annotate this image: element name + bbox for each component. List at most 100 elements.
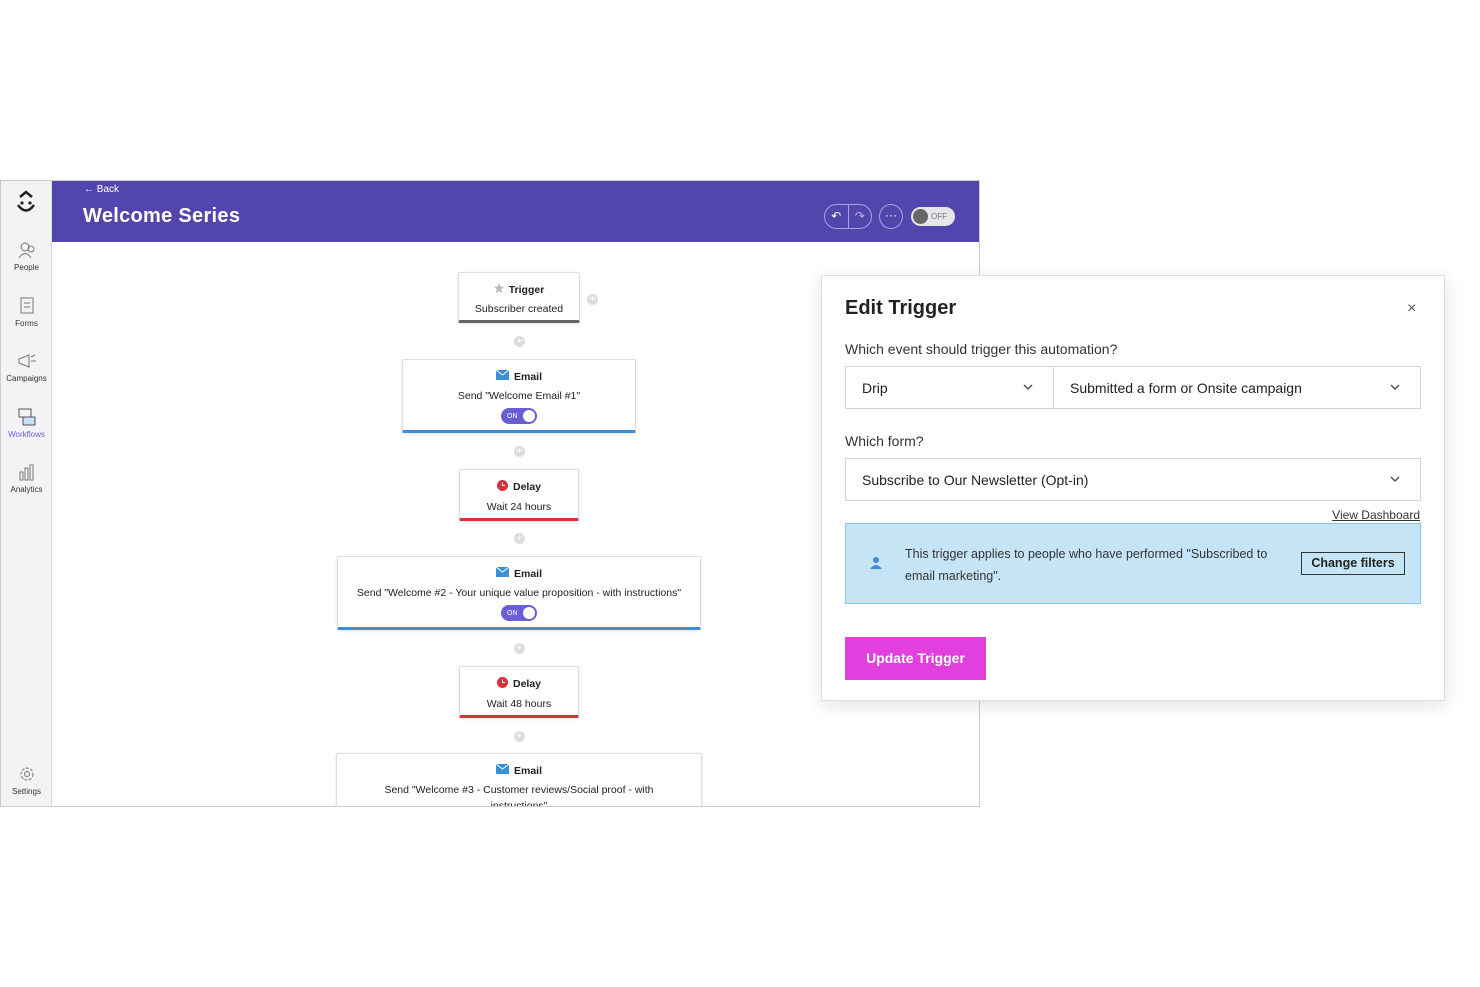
icon [18,242,34,259]
change-filters-button[interactable]: Change filters [1301,552,1405,575]
info-line: email marketing". [905,569,1002,583]
add-step-button[interactable]: + [514,533,525,544]
node-toggle[interactable]: ON [501,605,537,621]
icon [496,677,508,688]
icon [495,763,510,774]
nav-label: Forms [15,319,38,328]
close-button[interactable]: × [1407,300,1417,317]
workflow-node[interactable]: Email Send "Welcome #2 - Your unique valu… [337,556,701,630]
add-step-button[interactable]: + [514,336,525,347]
node-icon [495,369,510,383]
form-select[interactable]: Subscribe to Our Newsletter (Opt-in) [845,458,1421,501]
node-text: Wait 24 hours [486,501,552,513]
node-icon [496,480,508,494]
node-type: Delay [512,481,542,493]
nav-label: Campaigns [6,374,47,383]
toggle-knob [913,209,928,224]
node-type: Email [513,567,542,580]
field-label: Which event should trigger this automati… [845,341,1118,357]
chevron [1390,384,1400,390]
back-text: Back [96,184,120,195]
add-step-button[interactable]: + [587,294,598,305]
node-type: Trigger [508,283,545,296]
select-value: Drip [862,379,888,396]
more-button[interactable]: ··· [879,204,903,229]
icon [18,408,35,426]
logo [16,190,36,212]
node-text: Subscriber created [474,303,564,315]
node-text: Send "Welcome Email #1" [457,390,581,402]
add-step-button[interactable]: + [514,643,525,654]
icon [493,283,504,293]
person-icon [870,557,882,569]
event-select[interactable]: Submitted a form or Onsite campaign [1053,366,1421,409]
toggle-label: OFF [931,212,947,221]
workflow-node[interactable]: Delay Wait 24 hours [459,469,579,521]
node-icon [495,566,510,580]
icon [20,297,33,314]
node-header: Email [337,763,701,777]
nav-label: Analytics [10,485,43,494]
select-value: Subscribe to Our Newsletter (Opt-in) [862,471,1089,488]
workflow-node[interactable]: Trigger Subscriber created [458,272,580,323]
nav-campaigns[interactable]: Campaigns [1,352,52,383]
icon [19,464,33,481]
node-header: Email [403,369,635,383]
node-icon [496,677,508,691]
workflow-canvas: Trigger Subscriber created Email Send "Welc… [52,242,979,807]
edit-trigger-modal: Edit Trigger × Which event should trigge… [821,275,1445,701]
node-type: Delay [512,678,542,690]
update-trigger-button[interactable]: Update Trigger [845,637,986,680]
nav-label: People [14,263,39,272]
undo-redo: ↶ ↷ [824,204,872,229]
node-text: Send "Welcome #2 - Your unique value pro… [356,587,682,599]
workflow-node[interactable]: Email Send "Welcome #3 - Customer reviews… [336,753,702,807]
workflow-node[interactable]: Delay Wait 48 hours [459,666,579,718]
node-icon [495,763,510,777]
page-title: Welcome Series [83,205,241,227]
node-type: Email [513,370,542,383]
node-header: Email [338,566,700,580]
redo-button[interactable]: ↷ [854,209,865,223]
sidebar: People Forms Campaigns Workflows Analyti… [1,181,52,806]
view-dashboard-link[interactable]: View Dashboard [1332,508,1420,522]
icon [18,354,36,368]
node-text: instructions" [490,800,548,807]
back-link[interactable]: ← Back [84,184,120,195]
select-value: Submitted a form or Onsite campaign [1070,379,1302,396]
node-header: Trigger [459,283,579,296]
add-step-button[interactable]: + [514,731,525,742]
icon [20,767,33,781]
modal-title: Edit Trigger [845,297,957,319]
nav-workflows[interactable]: Workflows [1,408,52,439]
header: ← Back Welcome Series ↶ ↷ ··· OFF [52,181,979,242]
node-toggle[interactable]: ON [501,408,537,424]
undo-button[interactable]: ↶ [825,205,849,228]
nav-label: Settings [12,787,41,796]
nav-forms[interactable]: Forms [1,297,52,328]
info-line: This trigger applies to people who have … [905,547,1268,561]
node-header: Delay [460,480,578,494]
info-text: This trigger applies to people who have … [905,543,1267,587]
chevron [1390,476,1400,482]
status-toggle[interactable]: OFF [911,207,955,226]
field-label: Which form? [845,433,924,449]
node-text: Wait 48 hours [486,698,552,710]
app-window: People Forms Campaigns Workflows Analyti… [0,180,980,807]
icon [496,480,508,491]
nav-people[interactable]: People [1,241,52,272]
node-icon [493,283,504,296]
info-box: This trigger applies to people who have … [845,523,1421,604]
node-type: Email [513,764,542,777]
nav-analytics[interactable]: Analytics [1,463,52,494]
workflow-node[interactable]: Email Send "Welcome Email #1" ON [402,359,636,433]
node-text: Send "Welcome #3 - Customer reviews/Soci… [384,784,654,796]
nav-settings[interactable]: Settings [1,765,52,796]
add-step-button[interactable]: + [514,446,525,457]
event-type-select[interactable]: Drip [845,366,1054,409]
icon [495,369,510,380]
node-header: Delay [460,677,578,691]
nav-label: Workflows [8,430,45,439]
icon [495,566,510,577]
